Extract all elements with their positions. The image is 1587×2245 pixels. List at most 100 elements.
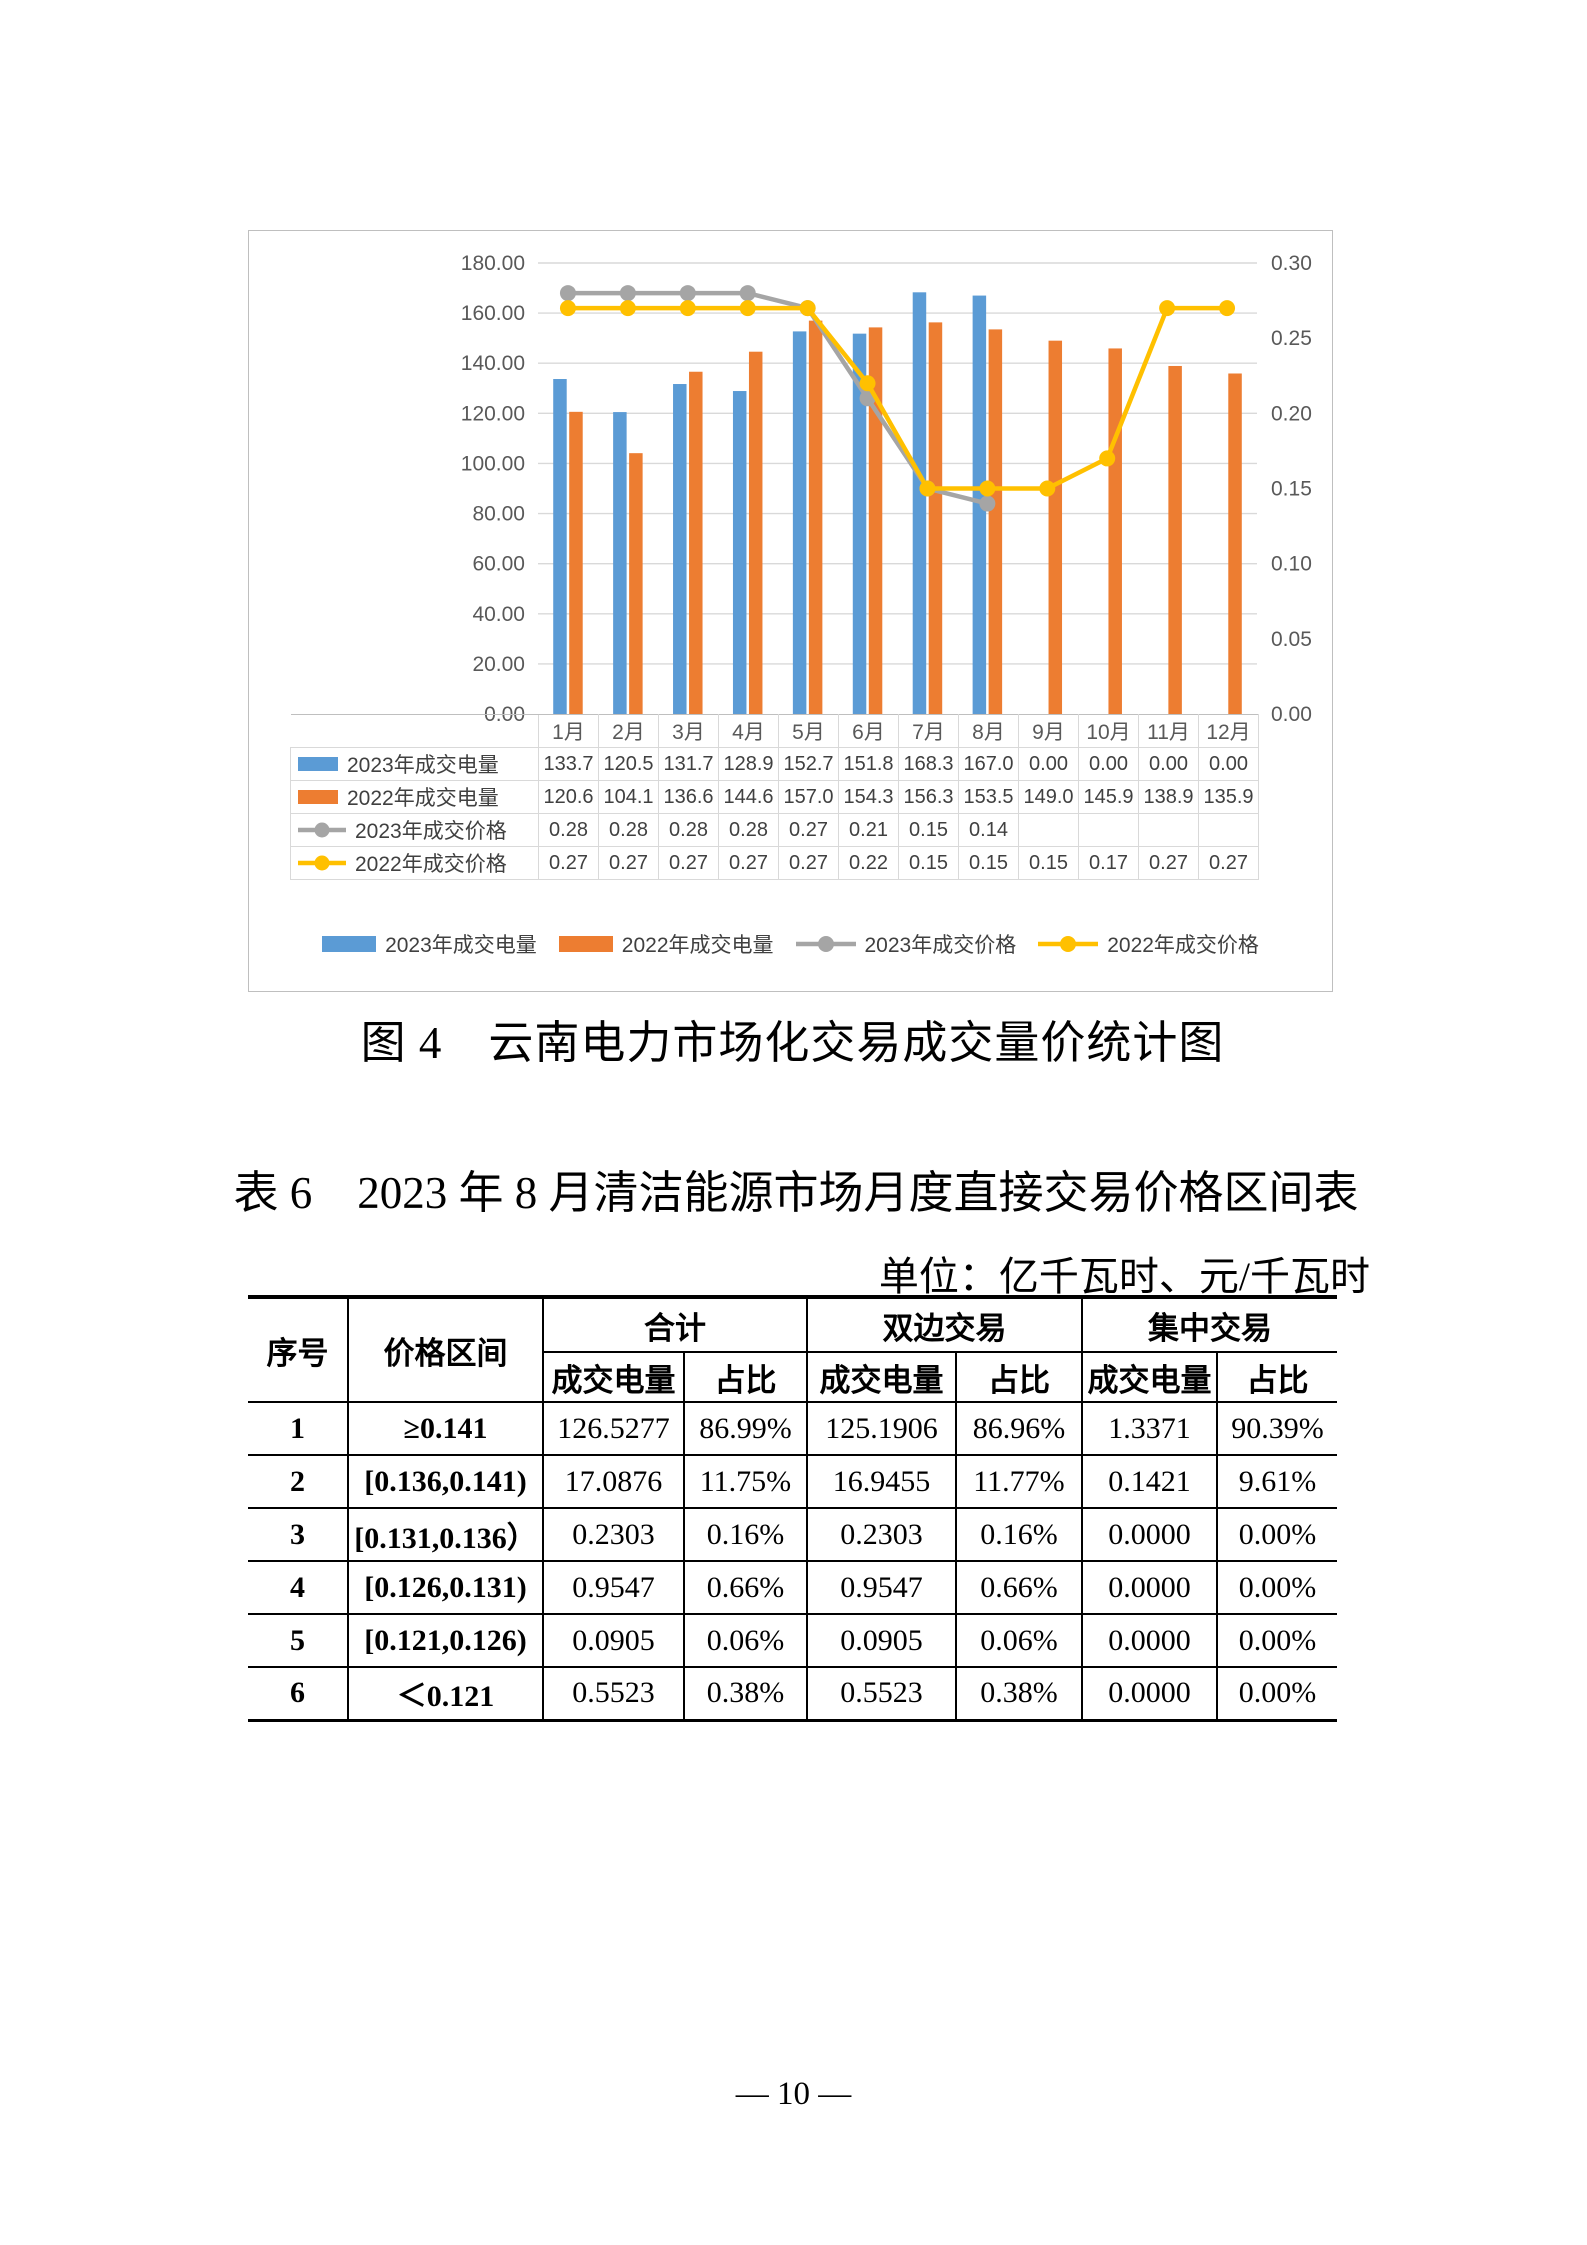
chart-table-cell: 120.5 (598, 747, 659, 781)
chart-table-cell: 153.5 (958, 780, 1019, 814)
bar-2022年成交电量 (748, 351, 763, 714)
bar-2023年成交电量 (732, 391, 747, 714)
bar-2022年成交电量 (1048, 340, 1063, 714)
price-range-cell: ≥0.141 (347, 1401, 544, 1456)
bar-2022年成交电量 (569, 411, 583, 714)
chart-table-cell: 0.15 (1018, 846, 1079, 880)
month-label: 10月 (1078, 714, 1139, 748)
col-subheader-share: 占比 (955, 1351, 1083, 1403)
chart-table-cell (1078, 813, 1139, 847)
series-label-2022年成交价格: 2022年成交价格 (290, 846, 539, 880)
value-cell: 0.0000 (1081, 1666, 1218, 1722)
value-cell: 86.96% (955, 1401, 1083, 1456)
value-cell: 0.00% (1216, 1613, 1337, 1668)
chart-table-row: 2023年成交电量 133.7 120.5 131.7 128.9 152.7 151.8 1… (290, 747, 1259, 781)
bar-2023年成交电量 (792, 331, 807, 714)
chart-table-row: 2022年成交电量 120.6 104.1 136.6 144.6 157.0 154.3 1… (290, 780, 1259, 814)
value-cell: 0.0000 (1081, 1560, 1218, 1615)
marker-2022年成交价格 (559, 300, 576, 317)
month-label: 8月 (958, 714, 1019, 748)
month-label: 11月 (1138, 714, 1199, 748)
left-axis-tick-label: 180.00 (461, 252, 525, 275)
marker-2022年成交价格 (919, 480, 936, 497)
right-axis-tick-label: 0.15 (1271, 478, 1312, 501)
price-range-table: 序号 价格区间 合计 双边交易 集中交易 成交电量 占比 成交电量 占比 成交电… (248, 1295, 1337, 1722)
chart-table-cell: 0.00 (1018, 747, 1079, 781)
figure4-caption: 图 4 云南电力市场化交易成交量价统计图 (360, 1018, 1225, 1068)
value-cell: 90.39% (1216, 1401, 1337, 1456)
value-cell: 0.00% (1216, 1507, 1337, 1562)
chart-table-cell: 154.3 (838, 780, 899, 814)
marker-2022年成交价格 (739, 300, 756, 317)
marker-2022年成交价格 (1099, 450, 1116, 467)
row-index-cell: 3 (248, 1507, 349, 1562)
value-cell: 0.06% (683, 1613, 808, 1668)
marker-2022年成交价格 (679, 300, 696, 317)
value-cell: 0.00% (1216, 1560, 1337, 1615)
chart-table-cell (1018, 813, 1079, 847)
left-axis-tick-label: 40.00 (472, 603, 525, 626)
chart-table-cell: 151.8 (838, 747, 899, 781)
month-label: 4月 (718, 714, 779, 748)
bar-2023年成交电量 (553, 379, 567, 714)
right-axis-tick-label: 0.20 (1271, 402, 1312, 425)
col-group-total: 合计 (542, 1295, 808, 1353)
bar-2023年成交电量 (673, 384, 687, 714)
marker-2022年成交价格 (799, 300, 816, 317)
chart-table-cell: 0.27 (718, 846, 779, 880)
value-cell: 0.66% (955, 1560, 1083, 1615)
price-range-cell: [0.136,0.141) (347, 1454, 544, 1509)
row-index-cell: 1 (248, 1401, 349, 1456)
price-range-cell: ＜0.121 (347, 1666, 544, 1722)
col-subheader-share: 占比 (1216, 1351, 1337, 1403)
row-index-cell: 5 (248, 1613, 349, 1668)
chart-table-cell: 131.7 (658, 747, 719, 781)
chart-table-cell: 120.6 (538, 780, 599, 814)
table6-unit-label: 单位：亿千瓦时、元/千瓦时 (878, 1254, 1370, 1299)
right-axis-tick-label: 0.25 (1271, 327, 1312, 350)
bar-2023年成交电量 (852, 333, 867, 714)
row-index-cell: 6 (248, 1666, 349, 1722)
chart-table-cell: 0.15 (958, 846, 1019, 880)
chart-table-cell: 0.28 (538, 813, 599, 847)
value-cell: 0.5523 (806, 1666, 957, 1722)
month-label: 2月 (598, 714, 659, 748)
line-2022年成交价格 (567, 305, 1228, 491)
left-axis-tick-label: 100.00 (461, 452, 525, 475)
bar-2022年成交电量 (1108, 348, 1122, 714)
col-group-centralized: 集中交易 (1081, 1295, 1337, 1353)
col-header-range: 价格区间 (347, 1295, 544, 1403)
marker-2022年成交价格 (619, 300, 636, 317)
marker-2023年成交价格 (619, 285, 636, 302)
chart-table-cell: 0.28 (598, 813, 659, 847)
value-cell: 0.38% (683, 1666, 808, 1722)
legend-label: 2023年成交电量 (385, 934, 537, 957)
chart-table-cell: 168.3 (898, 747, 959, 781)
table6-title: 表 6 2023 年 8 月清洁能源市场月度直接交易价格区间表 (233, 1168, 1359, 1218)
chart-table-cell: 145.9 (1078, 780, 1139, 814)
col-group-bilateral: 双边交易 (806, 1295, 1083, 1353)
marker-2023年成交价格 (979, 495, 996, 512)
table-row: 2 [0.136,0.141) 17.0876 11.75% 16.9455 11.77%… (248, 1454, 1337, 1509)
legend-item-2023年成交电量: 2023年成交电量 (322, 929, 537, 959)
marker-2022年成交价格 (1039, 480, 1056, 497)
month-label: 3月 (658, 714, 719, 748)
chart-table-cell: 0.28 (718, 813, 779, 847)
value-cell: 0.0905 (542, 1613, 685, 1668)
left-axis-tick-label: 140.00 (461, 352, 525, 375)
value-cell: 0.2303 (806, 1507, 957, 1562)
legend-key-2023年成交电量 (298, 757, 338, 771)
chart-table-cell: 0.28 (658, 813, 719, 847)
chart-table-cell: 136.6 (658, 780, 719, 814)
chart-table-cell: 0.27 (1198, 846, 1259, 880)
marker-2022年成交价格 (979, 480, 996, 497)
chart-table-cell: 152.7 (778, 747, 839, 781)
value-cell: 0.9547 (542, 1560, 685, 1615)
chart-table-cell: 167.0 (958, 747, 1019, 781)
series-label-2023年成交价格: 2023年成交价格 (290, 813, 539, 847)
col-subheader-volume: 成交电量 (1081, 1351, 1218, 1403)
value-cell: 86.99% (683, 1401, 808, 1456)
right-axis-tick-label: 0.30 (1271, 252, 1312, 275)
legend-key-2023年成交电量 (322, 936, 377, 952)
value-cell: 0.0000 (1081, 1613, 1218, 1668)
